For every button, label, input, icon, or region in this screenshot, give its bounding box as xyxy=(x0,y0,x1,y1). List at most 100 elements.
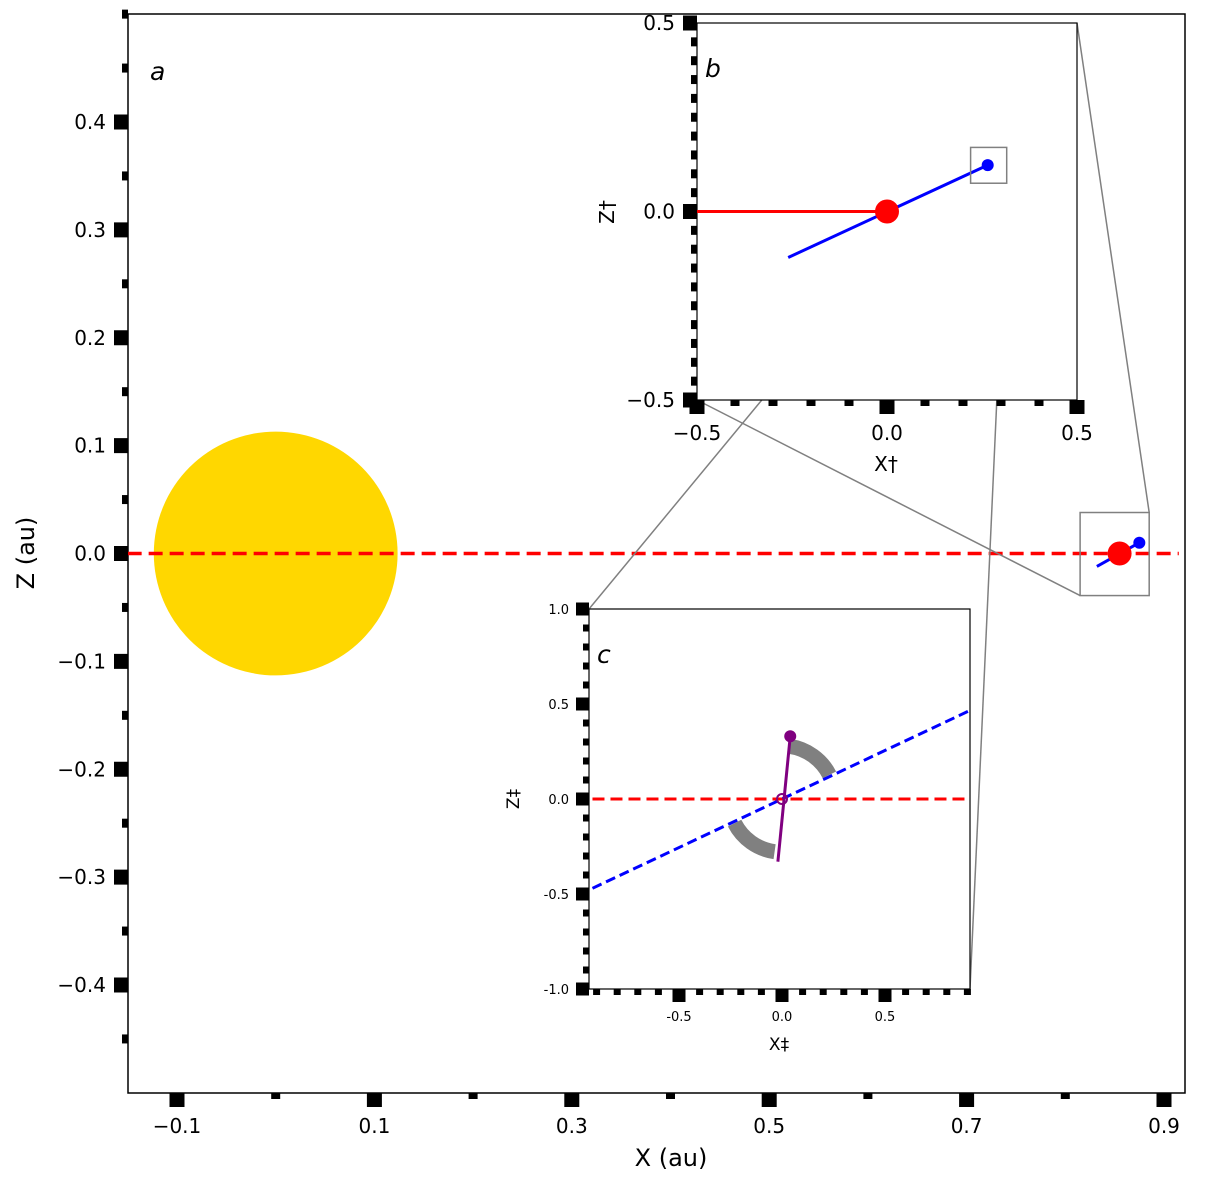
c-y-tick-label: -1.0 xyxy=(544,983,569,998)
b-y-minor-tick xyxy=(691,188,697,198)
a-y-major-tick xyxy=(114,546,128,561)
c-x-minor-tick xyxy=(963,989,971,995)
b-x-tick-label: 0.0 xyxy=(871,421,903,445)
b-y-minor-tick xyxy=(691,169,697,179)
c-x-minor-tick xyxy=(716,989,724,995)
c-x-major-tick xyxy=(672,989,686,1002)
a-y-minor-tick xyxy=(122,171,128,181)
earth-marker-b xyxy=(875,199,899,224)
b-y-minor-tick xyxy=(691,93,697,103)
a-x-minor-tick xyxy=(666,1093,675,1099)
c-y-minor-tick xyxy=(583,871,589,879)
spin-axis-line xyxy=(776,736,792,862)
c-y-tick-label: 1.0 xyxy=(548,603,569,618)
c-x-minor-tick xyxy=(613,989,621,995)
panel-c-xlabel: X‡ xyxy=(769,1035,790,1055)
a-x-tick-label: 0.3 xyxy=(556,1114,588,1138)
zoom-box-a xyxy=(1079,511,1150,597)
b-x-minor-tick xyxy=(920,400,930,406)
angle-arc-1 xyxy=(788,738,837,779)
b-y-major-tick xyxy=(683,204,697,219)
a-x-major-tick xyxy=(1156,1093,1172,1107)
b-y-minor-tick xyxy=(691,376,697,386)
a-y-minor-tick xyxy=(122,926,128,936)
c-x-minor-tick xyxy=(634,989,642,995)
c-x-major-tick xyxy=(775,989,789,1002)
c-y-minor-tick xyxy=(583,643,589,651)
a-y-major-tick xyxy=(114,114,128,130)
b-y-minor-tick xyxy=(691,338,697,348)
a-y-tick-label: 0.1 xyxy=(74,434,106,458)
a-x-tick-label: 0.7 xyxy=(951,1114,983,1138)
b-y-minor-tick xyxy=(691,357,697,367)
b-y-major-tick xyxy=(683,15,697,31)
b-y-minor-tick xyxy=(691,37,697,47)
c-x-minor-tick xyxy=(922,989,930,995)
a-x-major-tick xyxy=(761,1093,777,1107)
a-x-minor-tick xyxy=(863,1093,873,1099)
a-y-minor-tick xyxy=(122,387,128,397)
c-y-minor-tick xyxy=(583,776,589,784)
a-y-tick-label: −0.1 xyxy=(57,649,106,673)
a-y-tick-label: −0.4 xyxy=(57,973,106,997)
a-x-major-tick xyxy=(564,1093,580,1107)
a-x-tick-label: 0.5 xyxy=(753,1114,785,1138)
c-y-minor-tick xyxy=(583,966,589,974)
a-y-minor-tick xyxy=(122,818,128,828)
panel-c-ylabel: Z‡ xyxy=(504,788,524,809)
b-x-minor-tick xyxy=(730,400,740,406)
panel-a-ylabel: Z (au) xyxy=(12,517,40,590)
b-x-minor-tick xyxy=(768,400,778,406)
c-y-tick-label: 0.5 xyxy=(548,698,569,713)
b-y-minor-tick xyxy=(691,244,697,254)
spin-axis-tip xyxy=(784,730,797,743)
panel-c-letter: c xyxy=(597,640,611,669)
c-x-minor-tick xyxy=(737,989,745,995)
c-x-minor-tick xyxy=(819,989,827,995)
b-y-tick-label: 0.0 xyxy=(643,200,675,224)
c-y-minor-tick xyxy=(583,947,589,955)
a-y-tick-label: −0.2 xyxy=(57,757,106,781)
a-x-minor-tick xyxy=(271,1093,281,1099)
a-y-tick-label: 0.3 xyxy=(74,218,106,242)
a-x-major-tick xyxy=(959,1093,975,1107)
b-x-minor-tick xyxy=(844,400,854,406)
b-x-minor-tick xyxy=(996,400,1006,406)
c-y-minor-tick xyxy=(583,852,589,860)
c-y-minor-tick xyxy=(583,833,589,841)
b-y-tick-label: 0.5 xyxy=(643,11,675,35)
b-y-minor-tick xyxy=(691,282,697,292)
zoom-connector-1 xyxy=(1076,22,1150,513)
a-y-minor-tick xyxy=(122,63,128,73)
c-y-major-tick xyxy=(576,982,589,996)
c-y-major-tick xyxy=(576,887,589,901)
zoom-box-b xyxy=(969,146,1008,184)
c-x-minor-tick xyxy=(943,989,951,995)
c-x-major-tick xyxy=(878,989,892,1002)
c-y-tick-label: -0.5 xyxy=(544,888,569,903)
a-x-tick-label: −0.1 xyxy=(153,1114,202,1138)
a-y-major-tick xyxy=(114,438,128,454)
a-x-minor-tick xyxy=(1060,1093,1070,1099)
b-y-minor-tick xyxy=(691,131,697,141)
moon-marker xyxy=(1133,536,1146,549)
b-y-minor-tick xyxy=(691,75,697,85)
a-y-minor-tick xyxy=(122,602,128,612)
b-x-minor-tick xyxy=(806,400,816,406)
c-y-minor-tick xyxy=(583,681,589,689)
panel-b-letter: b xyxy=(705,54,721,83)
c-y-major-tick xyxy=(576,602,589,616)
b-x-major-tick xyxy=(1069,400,1085,414)
a-y-major-tick xyxy=(114,761,128,777)
c-x-minor-tick xyxy=(840,989,848,995)
zoom-connector-2 xyxy=(696,399,1081,597)
a-y-minor-tick xyxy=(122,495,128,505)
c-x-minor-tick xyxy=(654,989,662,995)
b-x-minor-tick xyxy=(958,400,968,406)
b-x-minor-tick xyxy=(1034,400,1044,406)
panel-b: −0.5 0.0 0.5 0.5 0.0 −0.5 b X† Z† xyxy=(595,11,1093,476)
b-y-minor-tick xyxy=(691,301,697,311)
a-x-major-tick xyxy=(366,1093,382,1107)
a-y-minor-tick xyxy=(122,1034,128,1044)
